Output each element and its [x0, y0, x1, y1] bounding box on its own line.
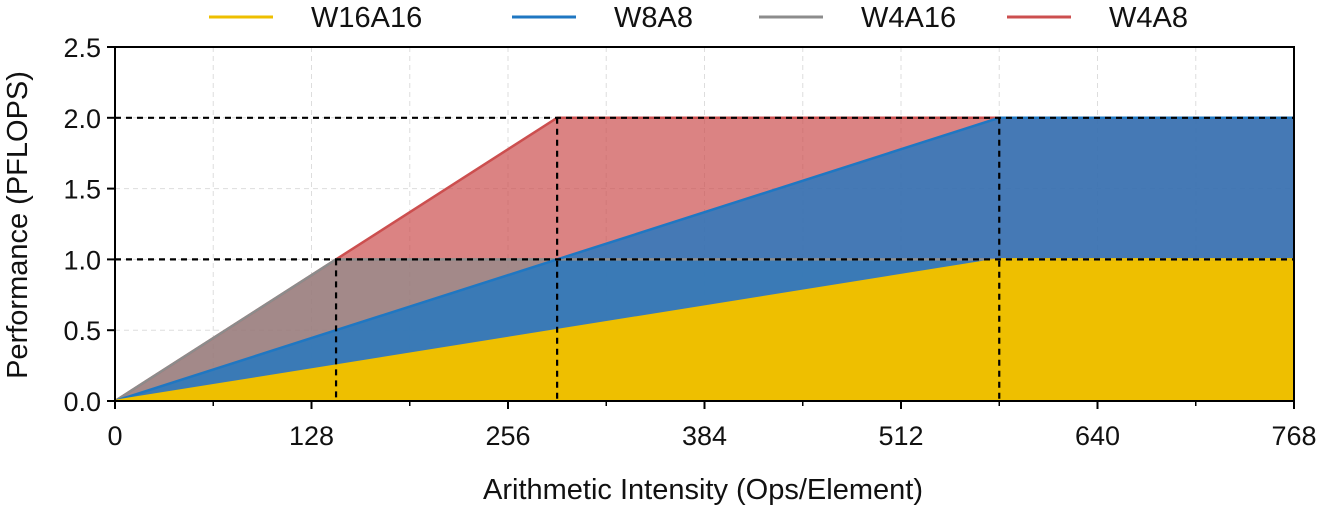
x-tick-label: 256: [485, 421, 530, 451]
y-axis-label: Performance (PFLOPS): [2, 71, 34, 379]
y-tick-label: 0.5: [63, 316, 101, 346]
legend-label-w4a16: W4A16: [861, 2, 956, 34]
y-tick-label: 2.0: [63, 104, 101, 134]
legend-label-w8a8: W8A8: [614, 2, 693, 34]
legend-label-w16a16: W16A16: [311, 2, 422, 34]
y-tick-label: 2.5: [63, 33, 101, 63]
x-tick-label: 640: [1075, 421, 1120, 451]
y-tick-label: 1.5: [63, 175, 101, 205]
axes: 0 128 256 384 512 640 768 0.0 0.5 1.0 1.5 2.0 2.5: [63, 33, 1316, 451]
legend-label-w4a8: W4A8: [1109, 2, 1188, 34]
reference-lines: [115, 116, 1294, 401]
x-tick-label: 384: [682, 421, 727, 451]
x-tick-label: 512: [878, 421, 923, 451]
legend: W16A16 W8A8 W4A16 W4A8: [209, 2, 1188, 34]
x-tick-label: 128: [289, 421, 334, 451]
y-tick-label: 1.0: [63, 245, 101, 275]
y-tick-label: 0.0: [63, 387, 101, 417]
x-tick-label: 0: [107, 421, 122, 451]
x-tick-label: 768: [1271, 421, 1316, 451]
x-axis-label: Arithmetic Intensity (Ops/Element): [483, 474, 923, 506]
